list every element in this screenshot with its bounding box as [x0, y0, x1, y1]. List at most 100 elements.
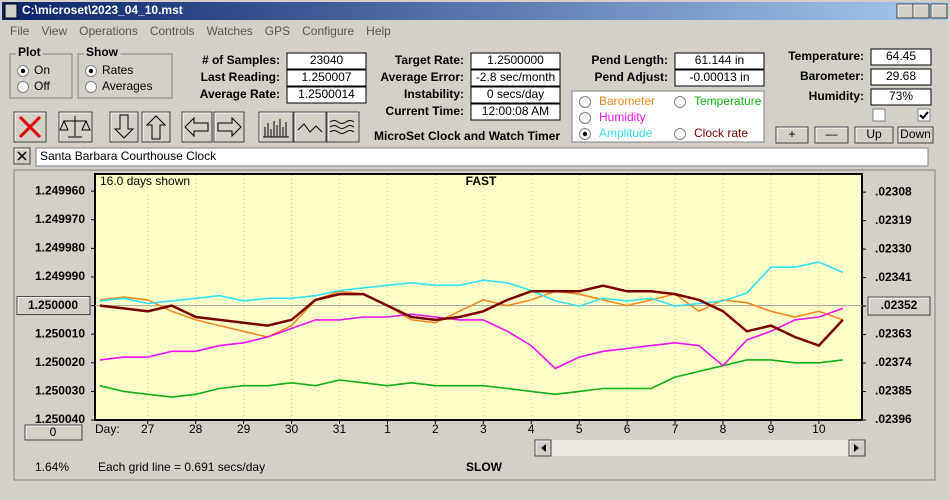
radio-button[interactable]: [17, 81, 29, 93]
checkbox[interactable]: [917, 108, 931, 122]
y-tick-label: 1.249980: [35, 241, 85, 255]
offset-button[interactable]: [24, 424, 83, 441]
menu-item[interactable]: Operations: [79, 24, 138, 38]
radio-label: Rates: [102, 63, 133, 77]
button[interactable]: [897, 126, 934, 144]
tool-button[interactable]: [326, 111, 360, 143]
icon-down: [113, 114, 135, 139]
field-value: 1.2500000: [487, 53, 544, 67]
menu-item[interactable]: Controls: [150, 24, 195, 38]
axis-button[interactable]: [16, 296, 91, 316]
bevel: [535, 440, 550, 455]
legend-label[interactable]: Amplitude: [599, 126, 653, 140]
bevel: [110, 112, 137, 141]
x-tick-label: 2: [432, 422, 439, 436]
bevel: [294, 112, 325, 141]
icon-left: [184, 116, 209, 138]
bevel: [214, 112, 243, 141]
field-value: 12:00:08 AM: [482, 104, 549, 118]
y-tick-label: 1.250040: [35, 412, 85, 426]
offset-label[interactable]: 0: [50, 425, 57, 439]
legend-label[interactable]: Humidity: [599, 110, 646, 124]
menu-item[interactable]: View: [41, 24, 67, 38]
radio-button[interactable]: [85, 81, 97, 93]
bevel: [14, 112, 45, 141]
group-title: Show: [86, 45, 119, 59]
button[interactable]: [775, 126, 809, 144]
y-tick-label: .02385: [875, 384, 912, 398]
bevel: [855, 127, 892, 142]
icon-x: [17, 151, 27, 161]
series-line: [99, 284, 844, 348]
radio-button[interactable]: [579, 96, 591, 108]
radio-label: On: [34, 63, 50, 77]
window-button[interactable]: [930, 3, 948, 19]
field-box: [674, 52, 765, 70]
title-bar: [2, 2, 948, 20]
legend-label[interactable]: Temperature: [694, 94, 762, 108]
legend-label[interactable]: Barometer: [599, 94, 655, 108]
icon-scale: [59, 116, 91, 138]
y-tick-label: .02308: [875, 184, 912, 198]
legend-label[interactable]: Clock rate: [694, 126, 748, 140]
bevel: [25, 425, 81, 439]
grid-note: Each grid line = 0.691 secs/day: [98, 460, 265, 474]
tool-button[interactable]: [293, 111, 327, 143]
bevel: [868, 297, 929, 315]
menu-item[interactable]: Configure: [302, 24, 354, 38]
y-tick-label[interactable]: .02352: [881, 298, 918, 312]
group-title: Plot: [18, 45, 41, 59]
menu-item[interactable]: Watches: [207, 24, 253, 38]
series-panel: [571, 90, 765, 143]
button-label: +: [788, 127, 795, 141]
bevel: [14, 148, 29, 163]
axis-button[interactable]: [867, 296, 931, 316]
field-label: Pend Length:: [591, 53, 668, 67]
field-label: Average Rate:: [200, 87, 280, 101]
checkbox[interactable]: [872, 108, 886, 122]
field-label: Humidity:: [809, 89, 864, 103]
button[interactable]: [854, 126, 894, 144]
tool-button[interactable]: [213, 111, 245, 143]
group-title-bg: [16, 45, 43, 60]
x-tick-label: 1: [384, 422, 391, 436]
window-button[interactable]: [896, 3, 914, 19]
bevel: [142, 112, 169, 141]
y-tick-label[interactable]: 1.250000: [28, 298, 78, 312]
field-label: Temperature:: [788, 49, 864, 63]
scrollbar-track[interactable]: [535, 440, 865, 456]
tool-button[interactable]: [141, 111, 171, 143]
field-value: 1.250007: [301, 70, 351, 84]
window-title: C:\microset\2023_04_10.mst: [22, 3, 183, 17]
x-tick-label: 5: [576, 422, 583, 436]
group-box: [77, 53, 173, 99]
series-line: [99, 359, 843, 398]
y-tick-label: 1.249990: [35, 269, 85, 283]
field-label: Average Error:: [380, 70, 464, 84]
x-tick-label: 4: [528, 422, 535, 436]
field-box: [870, 88, 932, 106]
field-box: [674, 69, 765, 87]
window-button[interactable]: [912, 3, 930, 19]
radio-button[interactable]: [579, 112, 591, 124]
bevel: [776, 127, 807, 142]
menu-item[interactable]: GPS: [265, 24, 290, 38]
tool-button[interactable]: [181, 111, 213, 143]
radio-button[interactable]: [674, 128, 686, 140]
tool-button[interactable]: [109, 111, 139, 143]
y-tick-label: .02374: [875, 355, 912, 369]
menu-item[interactable]: Help: [366, 24, 391, 38]
x-tick-label: 9: [768, 422, 775, 436]
days-shown: 16.0 days shown: [100, 174, 190, 188]
button[interactable]: [814, 126, 849, 144]
y-tick-label: .02330: [875, 241, 912, 255]
clock-name-box[interactable]: [35, 147, 929, 167]
field-box: [870, 48, 932, 66]
arrow: [854, 444, 859, 452]
menu-item[interactable]: File: [10, 24, 30, 38]
y-tick-label: .02341: [875, 270, 912, 284]
field-value: 23040: [310, 53, 344, 67]
radio-button[interactable]: [674, 96, 686, 108]
bevel: [898, 127, 932, 142]
